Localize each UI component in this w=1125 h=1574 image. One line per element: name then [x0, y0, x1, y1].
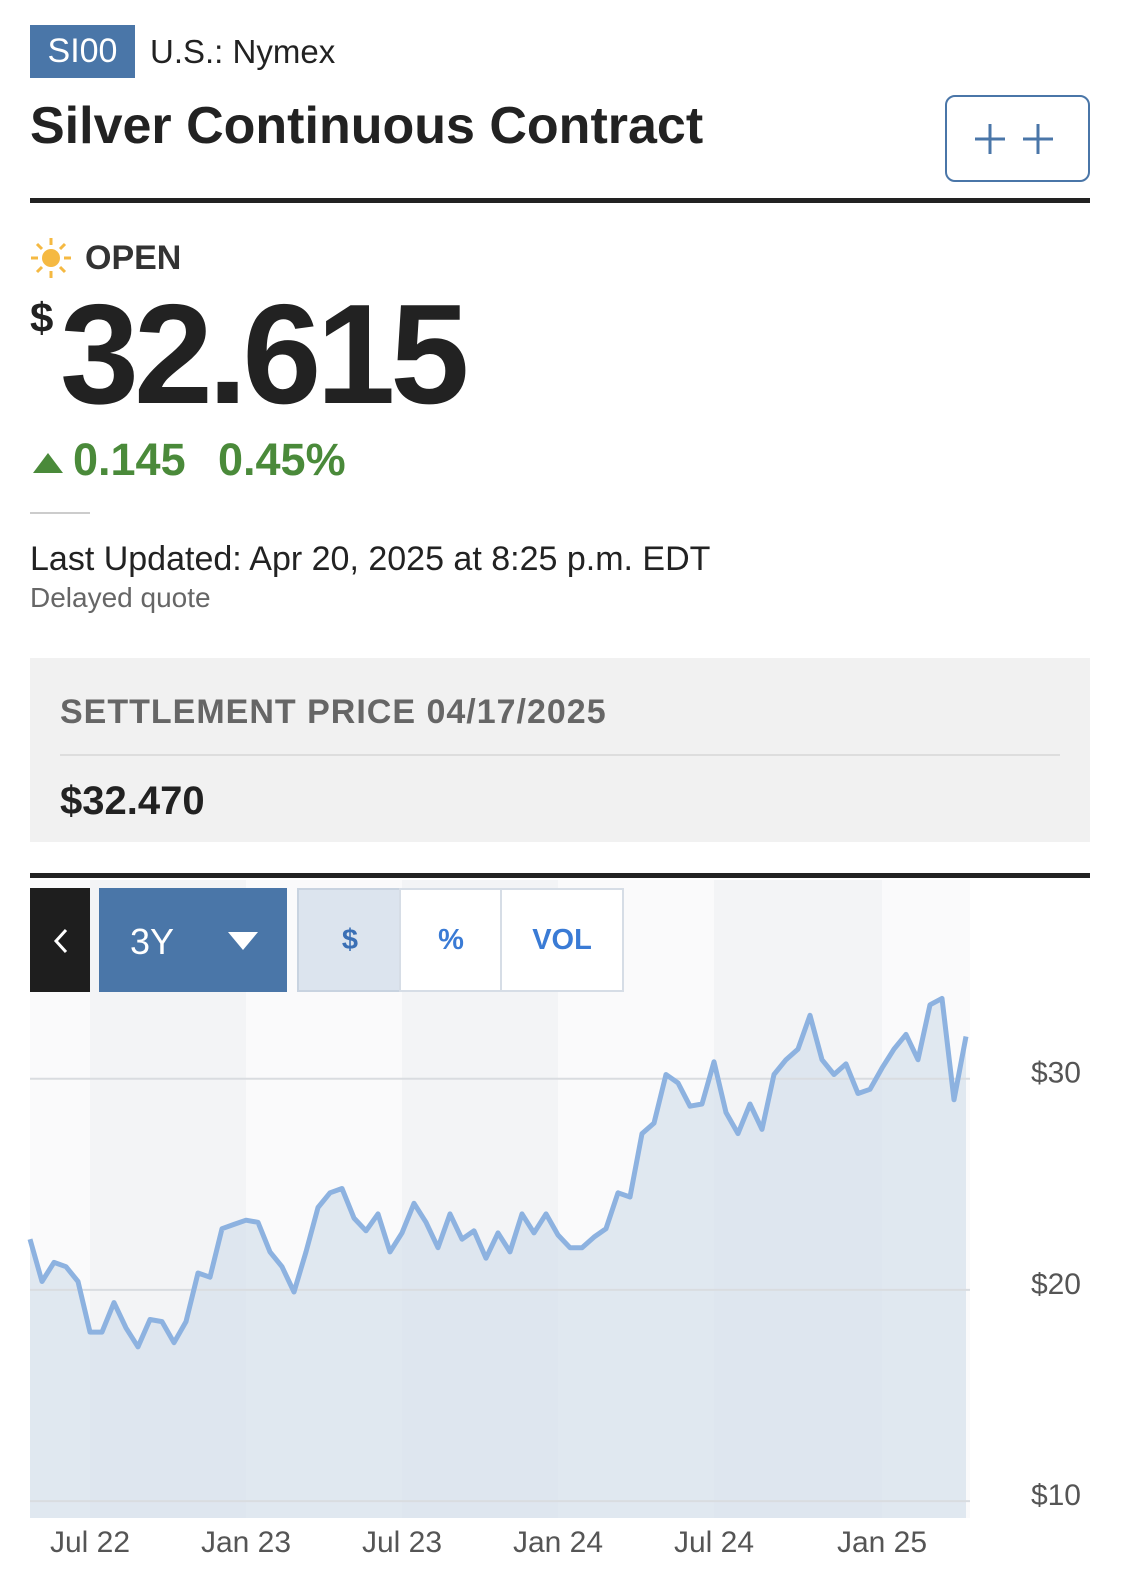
up-arrow — [33, 453, 63, 473]
settlement-box: SETTLEMENT PRICE 04/17/2025 $32.470 — [30, 658, 1090, 842]
x-tick-label: Jul 22 — [50, 1526, 130, 1559]
x-tick-label: Jan 24 — [513, 1526, 603, 1559]
sun-icon — [31, 238, 71, 278]
add-watchlist-button[interactable] — [945, 95, 1090, 182]
x-tick-label: Jul 23 — [362, 1526, 442, 1559]
market-status: OPEN — [85, 239, 182, 277]
divider — [30, 198, 1090, 203]
range-label: 3Y — [130, 921, 175, 962]
chart-divider — [30, 873, 1090, 878]
chevron-icon — [53, 928, 68, 954]
symbol: SI00 — [47, 32, 118, 70]
x-tick-label: Jan 25 — [837, 1526, 927, 1559]
settlement-value: $32.470 — [60, 779, 205, 823]
settlement-label: SETTLEMENT PRICE 04/17/2025 — [60, 693, 607, 731]
y-tick-label: $10 — [1031, 1479, 1081, 1512]
change: 0.145 — [73, 434, 186, 485]
short-rule — [30, 512, 90, 514]
price: 32.615 — [60, 275, 469, 434]
last-updated: Last Updated: Apr 20, 2025 at 8:25 p.m. … — [30, 540, 711, 578]
area — [30, 998, 966, 1518]
x-tick-label: Jul 24 — [674, 1526, 754, 1559]
change-percent: 0.45% — [218, 434, 346, 485]
y-tick-label: $30 — [1031, 1057, 1081, 1090]
price-line — [27, 995, 969, 1350]
y-tick-label: $20 — [1031, 1268, 1081, 1301]
settlement-divider — [60, 754, 1060, 756]
x-tick-label: Jan 23 — [201, 1526, 291, 1559]
mode-button[interactable]: VOL — [500, 888, 624, 992]
title: Silver Continuous Contract — [30, 97, 704, 155]
currency-symbol: $ — [30, 294, 54, 341]
range-dropdown[interactable]: 3Y — [99, 888, 287, 992]
plus-icons — [975, 124, 1053, 154]
mode-button[interactable]: % — [399, 888, 503, 992]
symbol-badge: SI00 — [30, 25, 135, 78]
mode-button[interactable]: $ — [297, 888, 403, 992]
back-button[interactable] — [30, 888, 90, 992]
dropdown-arrow — [228, 932, 258, 950]
delayed-note: Delayed quote — [30, 582, 211, 613]
exchange: U.S.: Nymex — [150, 33, 336, 70]
